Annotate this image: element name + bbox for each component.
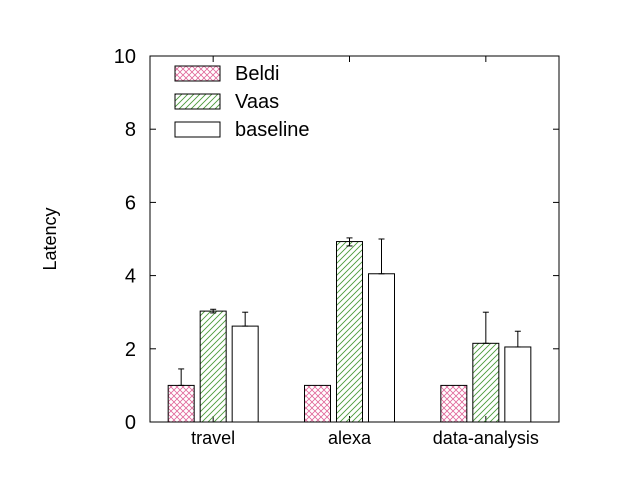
bar-baseline-alexa bbox=[368, 273, 395, 423]
xtick-label-data-analysis: data-analysis bbox=[433, 428, 539, 448]
xtick-label-travel: travel bbox=[191, 428, 235, 448]
bar-vaas-travel bbox=[199, 310, 227, 423]
bar-baseline-data-analysis bbox=[504, 346, 532, 423]
bar-beldi-travel bbox=[167, 384, 195, 423]
legend-label-baseline: baseline bbox=[235, 119, 310, 141]
legend-label-vaas: Vaas bbox=[235, 91, 279, 113]
ytick-label: 8 bbox=[125, 119, 136, 141]
bar-vaas-data-analysis bbox=[472, 342, 500, 423]
legend-swatch-vaas bbox=[174, 93, 221, 110]
legend-swatch-beldi bbox=[174, 65, 221, 82]
ytick-label: 4 bbox=[125, 266, 136, 288]
ytick-label: 6 bbox=[125, 192, 136, 214]
ytick-label: 0 bbox=[125, 412, 136, 434]
xtick-label-alexa: alexa bbox=[328, 428, 372, 448]
bar-vaas-alexa bbox=[336, 241, 363, 423]
bar-beldi-data-analysis bbox=[440, 384, 468, 423]
bar-beldi-alexa bbox=[304, 384, 331, 423]
y-axis-label: Latency bbox=[40, 207, 60, 270]
legend-label-beldi: Beldi bbox=[235, 63, 279, 85]
ytick-label: 2 bbox=[125, 339, 136, 361]
ytick-label: 10 bbox=[114, 46, 136, 68]
legend-swatch-baseline bbox=[174, 121, 221, 138]
bar-baseline-travel bbox=[231, 325, 259, 423]
